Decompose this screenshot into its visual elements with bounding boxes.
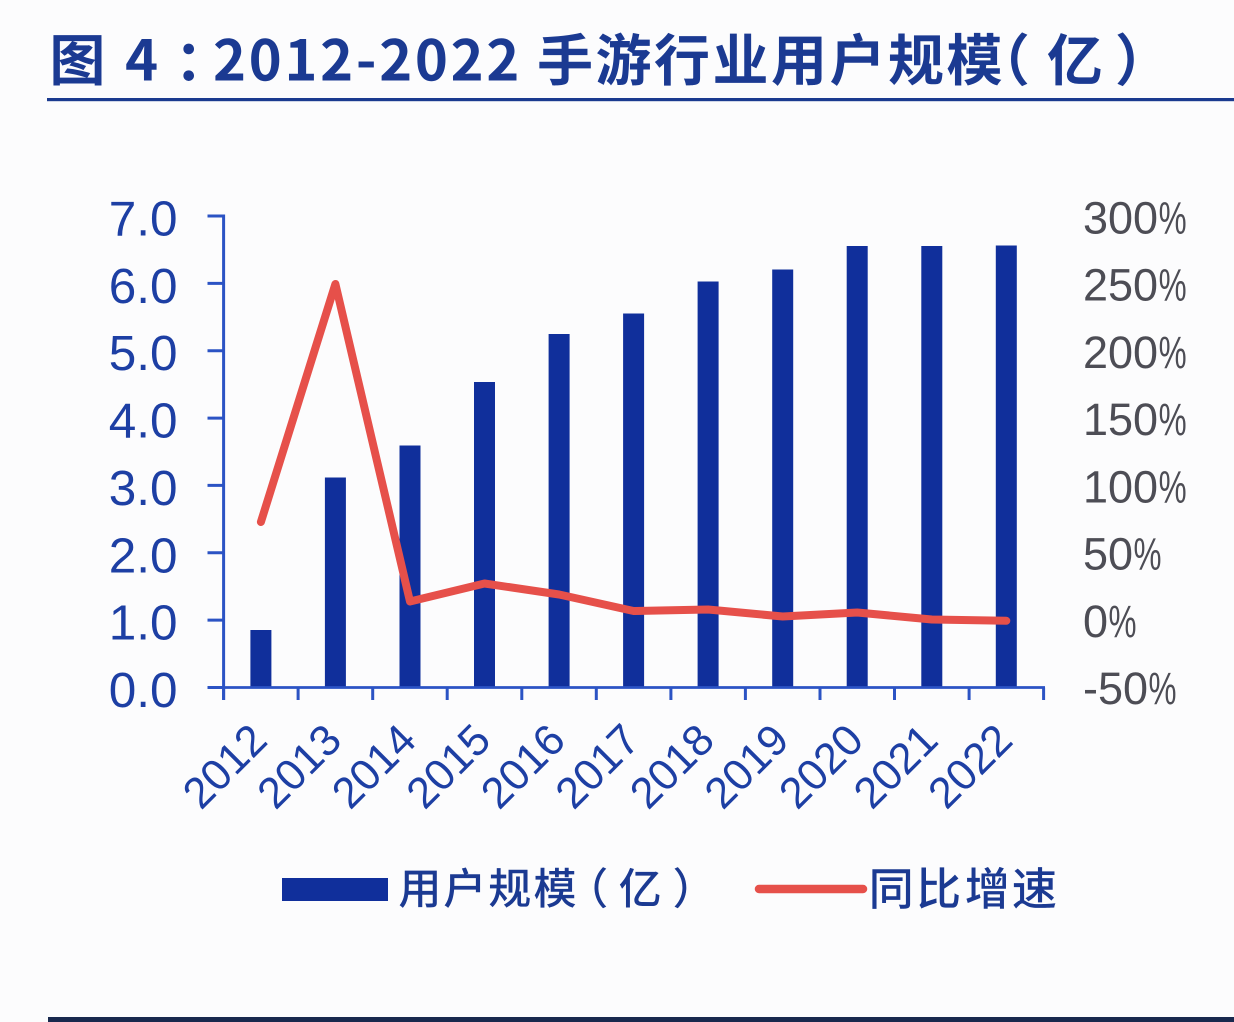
svg-text:4.0: 4.0 [109,394,178,449]
svg-text:2.0: 2.0 [109,528,178,583]
svg-text:6.0: 6.0 [109,259,178,314]
svg-text:2017: 2017 [547,716,649,818]
svg-text:7.0: 7.0 [109,192,178,247]
svg-text:%: % [1159,261,1187,311]
svg-text:250: 250 [1083,260,1158,311]
svg-text:2019: 2019 [696,716,798,818]
svg-text:%: % [1159,396,1187,446]
svg-text:%: % [1159,194,1187,244]
svg-text:0.0: 0.0 [109,663,178,718]
svg-text:150: 150 [1083,394,1158,445]
svg-text:100: 100 [1083,461,1158,512]
svg-text:%: % [1149,665,1177,715]
svg-text:5.0: 5.0 [109,326,178,381]
svg-text:1.0: 1.0 [109,596,178,651]
svg-text:2014: 2014 [323,716,425,818]
svg-text:2012: 2012 [174,716,276,818]
svg-text:%: % [1159,463,1187,513]
svg-text:2016: 2016 [472,716,574,818]
svg-text:2021: 2021 [845,716,947,818]
svg-text:2015: 2015 [398,716,500,818]
svg-text:3.0: 3.0 [109,461,178,516]
svg-text:200: 200 [1083,327,1158,378]
svg-text:2020: 2020 [770,716,872,818]
svg-text:%: % [1109,597,1137,647]
svg-text:2013: 2013 [249,716,351,818]
svg-text:2018: 2018 [621,716,723,818]
svg-text:0: 0 [1083,596,1108,647]
svg-text:300: 300 [1083,193,1158,244]
svg-text:%: % [1134,530,1162,580]
svg-text:2022: 2022 [919,716,1021,818]
svg-text:50: 50 [1083,529,1133,580]
svg-text:-50: -50 [1083,663,1148,714]
svg-text:%: % [1159,329,1187,379]
